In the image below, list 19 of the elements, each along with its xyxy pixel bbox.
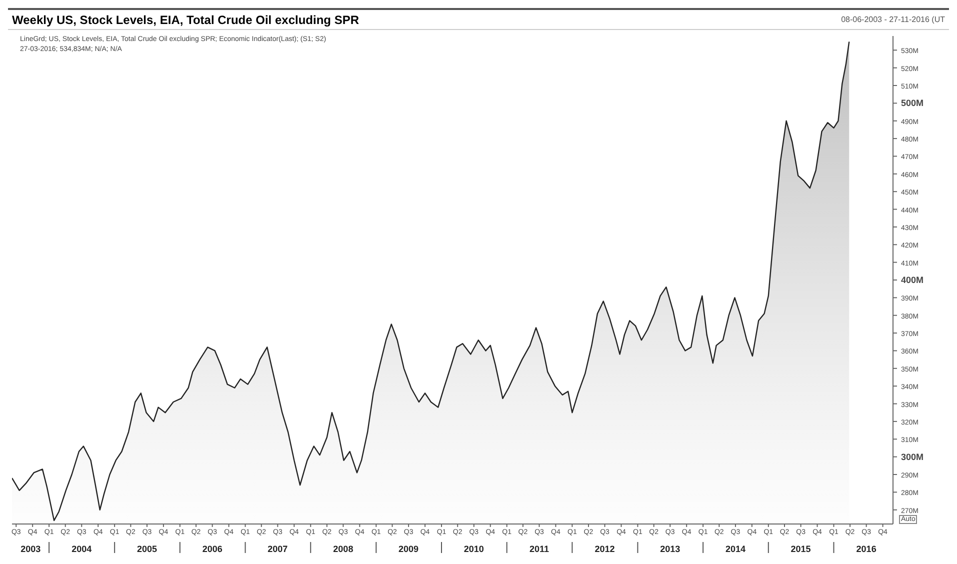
text: 08-06-2003 - 27-11-2016 (UT [841, 15, 946, 24]
x2-tick-label: 2007 [268, 544, 288, 554]
y-tick-label: 400M [901, 275, 924, 285]
x2-tick-label: 2011 [529, 544, 550, 554]
x2-tick-label: 2015 [790, 544, 811, 554]
x2-tick-label: 2014 [725, 544, 746, 554]
x2-tick-label: 2003 [20, 544, 41, 554]
x2-tick-label: 2013 [660, 544, 680, 554]
x2-tick-label: 2010 [464, 544, 484, 554]
y-tick-label: 500M [901, 98, 924, 108]
x2-tick-label: 2012 [594, 544, 615, 554]
x2-tick-label: 2005 [136, 544, 158, 554]
x2-tick-label: 2016 [856, 544, 876, 554]
chart-title: Weekly US, Stock Levels, EIA, Total Crude Oil excluding SPR [11, 12, 359, 26]
x2-tick-label: 2008 [333, 544, 354, 554]
x2-tick-label: 2009 [398, 544, 419, 554]
x2-tick-label: 2004 [72, 544, 92, 554]
y-tick-label: 300M [901, 452, 924, 462]
x2-tick-label: 2006 [202, 544, 222, 554]
